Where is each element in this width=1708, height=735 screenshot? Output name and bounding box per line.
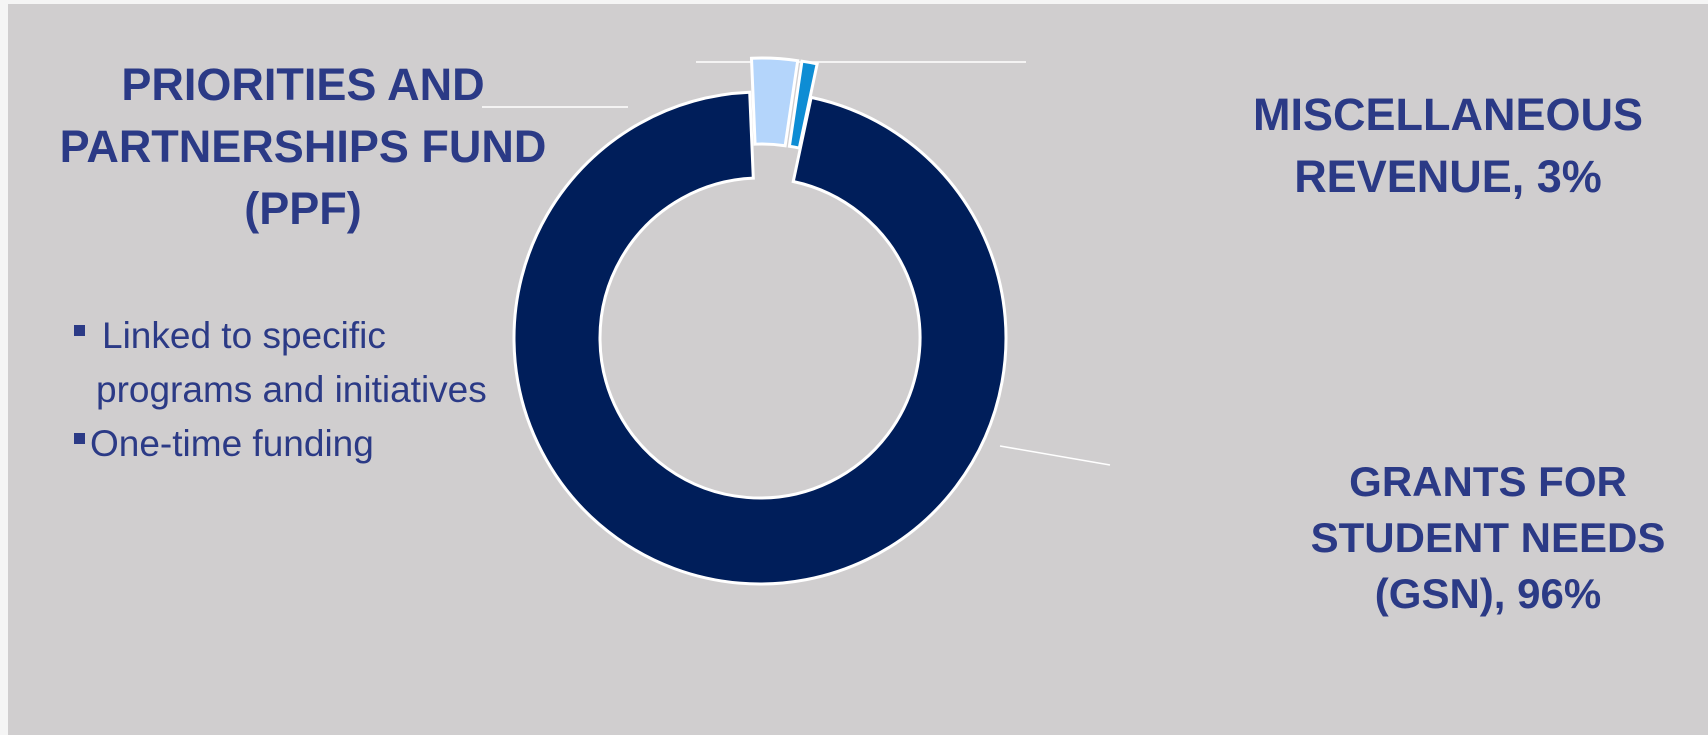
- slide: PRIORITIES AND PARTNERSHIPS FUND (PPF) M…: [8, 4, 1708, 735]
- bullet-item-2: One-time funding: [74, 417, 487, 471]
- bullet-item-1-line-1: Linked to specific: [102, 315, 386, 356]
- label-misc-line-2: REVENUE, 3%: [1294, 151, 1602, 202]
- label-misc: MISCELLANEOUS REVENUE, 3%: [1238, 84, 1658, 208]
- bullet-item-1: Linked to specific programs and initiati…: [74, 309, 487, 417]
- label-ppf-line-1: PRIORITIES AND: [121, 59, 485, 110]
- slice-miscellaneous-revenue: [749, 56, 800, 148]
- bullet-item-1-line-2: programs and initiatives: [96, 369, 487, 410]
- square-bullet-icon: [74, 433, 85, 444]
- label-gsn: GRANTS FOR STUDENT NEEDS (GSN), 96%: [1288, 454, 1688, 622]
- ppf-bullet-list: Linked to specific programs and initiati…: [74, 309, 487, 471]
- label-ppf: PRIORITIES AND PARTNERSHIPS FUND (PPF): [50, 54, 556, 240]
- bullet-item-2-line-1: One-time funding: [90, 423, 374, 464]
- label-ppf-line-3: (PPF): [244, 183, 362, 234]
- leader-line-gsn: [999, 445, 1111, 466]
- label-gsn-line-1: GRANTS FOR: [1349, 458, 1627, 505]
- chart-slices: [512, 56, 1008, 586]
- label-ppf-line-2: PARTNERSHIPS FUND: [59, 121, 547, 172]
- label-gsn-line-3: (GSN), 96%: [1374, 570, 1602, 617]
- square-bullet-icon: [74, 325, 85, 336]
- label-gsn-line-2: STUDENT NEEDS: [1310, 514, 1666, 561]
- slice-priorities-and-partnerships-fund-ppf: [787, 59, 819, 150]
- doughnut-chart: [482, 56, 1111, 586]
- slice-grants-for-student-needs-gsn: [512, 90, 1008, 586]
- label-misc-line-1: MISCELLANEOUS: [1252, 89, 1643, 140]
